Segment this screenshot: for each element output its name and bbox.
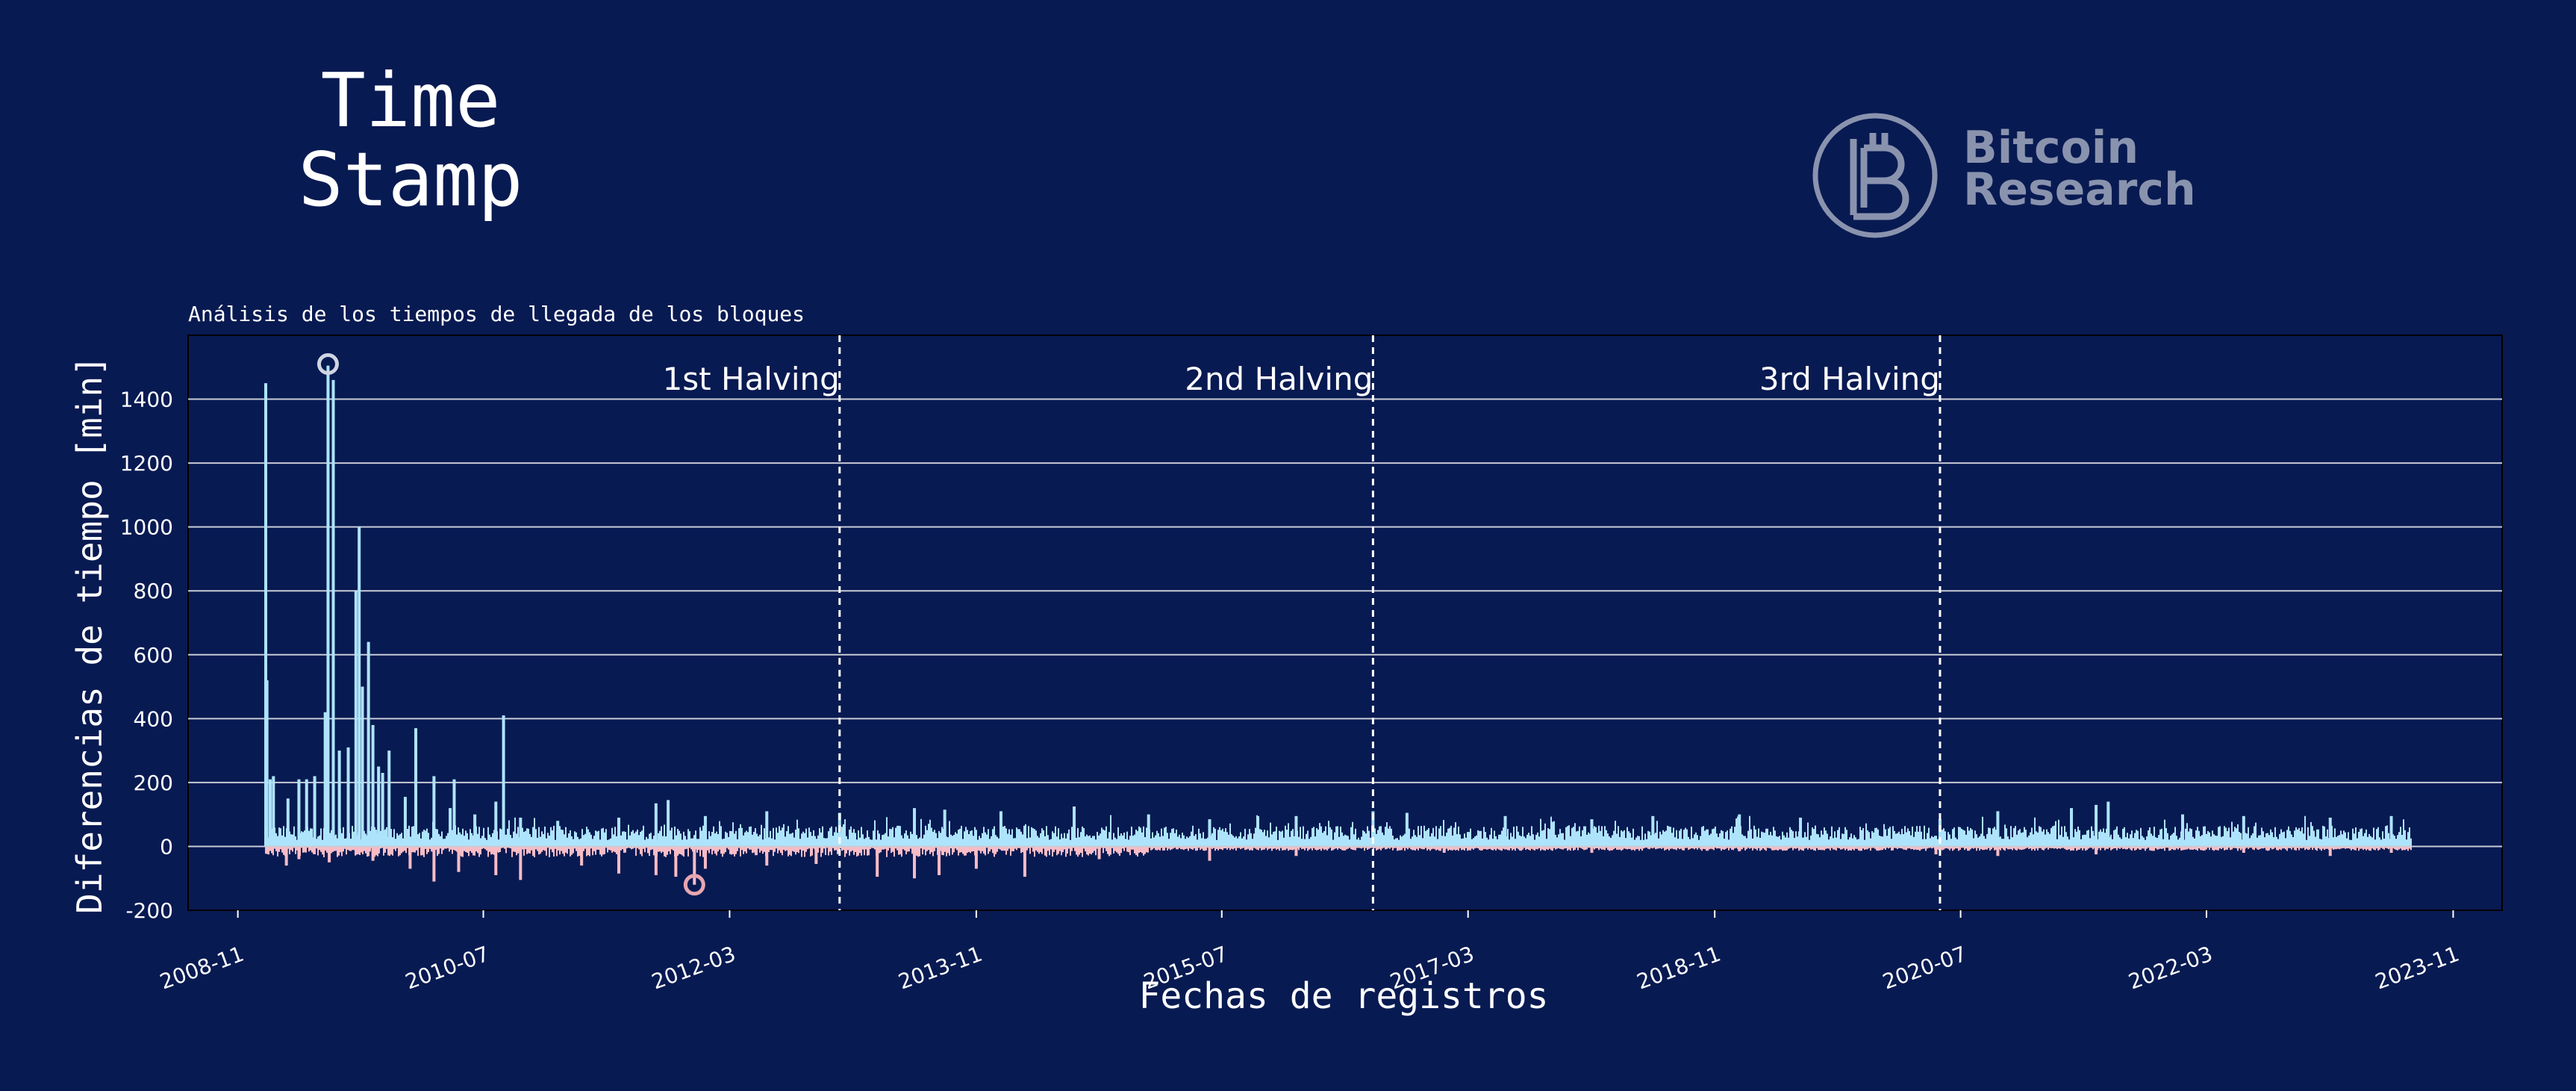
bitcoin-research-logo: Bitcoin Research: [1810, 111, 2198, 241]
y-tick-label: -200: [125, 898, 173, 923]
y-axis-label: Diferencias de tiempo [min]: [69, 355, 110, 914]
page-title: Time Stamp: [209, 61, 612, 220]
logo-line-1: Bitcoin: [1963, 122, 2139, 174]
bitcoin-circle-icon: [1812, 113, 1938, 238]
y-tick-label: 1200: [120, 451, 173, 476]
x-tick-label: 2018-11: [1633, 942, 1724, 995]
title-line-1: Time: [320, 57, 501, 144]
y-tick-label: 800: [134, 579, 173, 603]
y-tick-label: 1000: [120, 515, 173, 540]
x-tick-label: 2023-11: [2372, 942, 2463, 995]
x-tick-label: 2012-03: [649, 942, 739, 995]
x-axis-label: Fechas de registros: [1138, 975, 1548, 1017]
halving-label: 3rd Halving: [1759, 361, 1940, 397]
halving-label: 1st Halving: [663, 361, 840, 397]
max-marker: [316, 353, 339, 375]
x-tick-label: 2008-11: [157, 942, 247, 995]
logo-line-2: Research: [1963, 164, 2196, 216]
plot-area: -200 0 200 400 600 800 1000 1200 1400 2008-11 2010…: [120, 335, 2503, 995]
y-tick-label: 0: [160, 834, 173, 859]
min-marker: [683, 874, 705, 896]
x-tick-label: 2022-03: [2125, 942, 2215, 995]
negative-series-band: [265, 846, 2412, 857]
x-tick-label: 2020-07: [1880, 942, 1970, 995]
logo-text: Bitcoin Research: [1963, 122, 2196, 216]
x-tick-label: 2010-07: [402, 942, 493, 995]
y-tick-label: 400: [134, 706, 173, 731]
y-tick-label: 1400: [120, 388, 173, 412]
title-line-2: Stamp: [298, 136, 523, 223]
plot-frame: [187, 335, 2503, 911]
x-tick-label: 2013-11: [895, 942, 985, 995]
positive-series-band: [265, 815, 2412, 847]
y-tick-label: 600: [134, 643, 173, 668]
y-tick-label: 200: [134, 771, 173, 795]
halving-label: 2nd Halving: [1185, 361, 1373, 397]
chart-subtitle: Análisis de los tiempos de llegada de lo…: [188, 302, 805, 326]
